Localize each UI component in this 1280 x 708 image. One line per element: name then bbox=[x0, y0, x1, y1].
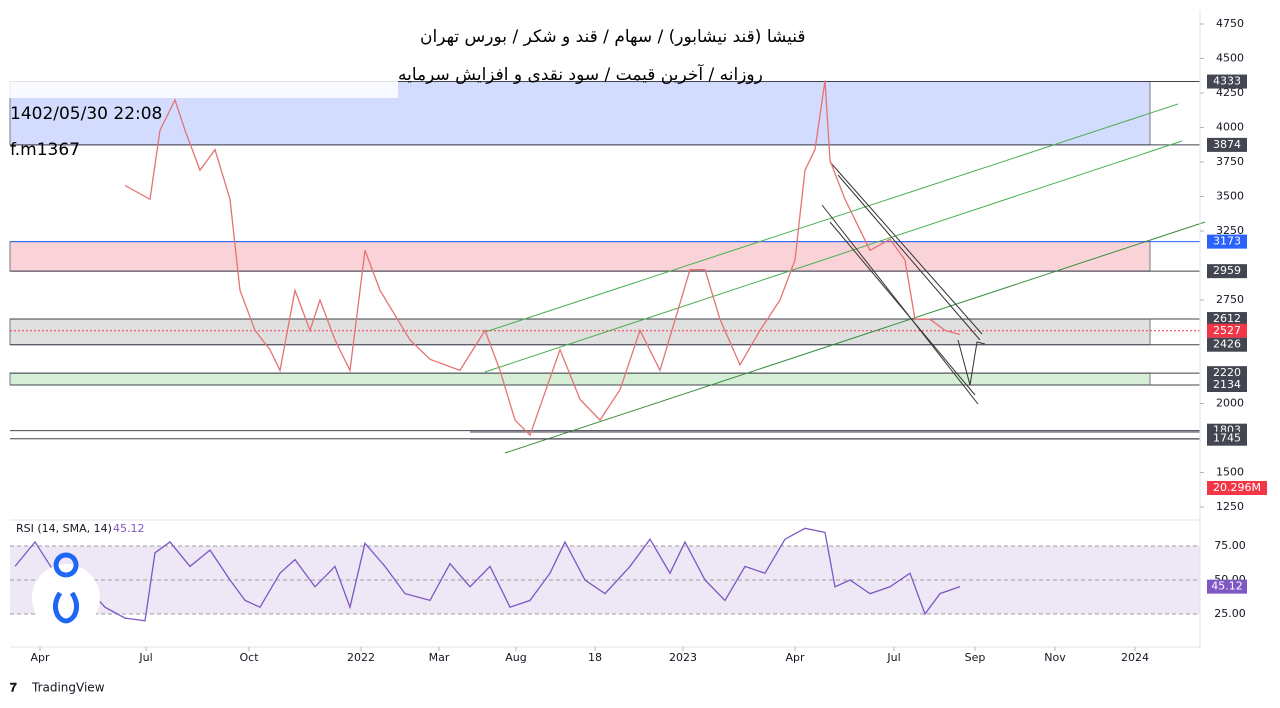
author: f.m1367 bbox=[10, 140, 80, 160]
level-label-bg bbox=[1207, 378, 1247, 393]
logo bbox=[52, 552, 80, 624]
zone bbox=[9, 372, 1151, 386]
level-label: 2220 bbox=[1213, 366, 1241, 379]
zone bbox=[9, 241, 1151, 272]
level-label: 3874 bbox=[1213, 138, 1241, 151]
y-tick-label: 1500 bbox=[1216, 466, 1244, 479]
y-tick-label: 2750 bbox=[1216, 293, 1244, 306]
rsi-title: RSI (14, SMA, 14) bbox=[16, 522, 112, 535]
y-tick-label: 3750 bbox=[1216, 155, 1244, 168]
y-tick-label: 2000 bbox=[1216, 397, 1244, 410]
level-label-bg bbox=[1207, 137, 1247, 152]
level-label: 3173 bbox=[1213, 235, 1241, 248]
x-tick-label: Jul bbox=[886, 651, 900, 664]
x-tick-label: Apr bbox=[785, 651, 805, 664]
x-tick-label: Aug bbox=[505, 651, 526, 664]
level-label: 2527 bbox=[1213, 324, 1241, 337]
y-tick-label: 4250 bbox=[1216, 86, 1244, 99]
logo-bg bbox=[32, 564, 100, 632]
y-tick-label: 1250 bbox=[1216, 500, 1244, 513]
rsi-last-label: 45.12 bbox=[1211, 580, 1243, 593]
level-label-bg bbox=[1207, 234, 1247, 249]
y-tick-label: 3500 bbox=[1216, 190, 1244, 203]
level-label-bg bbox=[1207, 337, 1247, 352]
level-label-bg bbox=[1207, 312, 1247, 327]
rsi-value: 45.12 bbox=[113, 522, 145, 535]
x-tick-label: Apr bbox=[30, 651, 50, 664]
series-line bbox=[124, 80, 961, 437]
x-tick-label: 2022 bbox=[347, 651, 375, 664]
brand-icon: 𝟕 bbox=[10, 681, 17, 695]
level-label-bg bbox=[1207, 366, 1247, 381]
rsi-tick-label: 75.00 bbox=[1214, 539, 1246, 552]
volume-label-bg bbox=[1207, 481, 1267, 495]
trend-lines bbox=[470, 103, 1206, 454]
level-label-bg bbox=[1207, 74, 1247, 89]
x-tick-label: 2023 bbox=[669, 651, 697, 664]
x-tick-label: Mar bbox=[429, 651, 450, 664]
level-label: 2959 bbox=[1213, 264, 1241, 277]
x-tick-label: Jul bbox=[138, 651, 152, 664]
level-label: 2612 bbox=[1213, 312, 1241, 325]
x-tick-label: Sep bbox=[965, 651, 986, 664]
y-tick-label: 4750 bbox=[1216, 17, 1244, 30]
level-label: 2426 bbox=[1213, 338, 1241, 351]
y-tick-label: 4000 bbox=[1216, 121, 1244, 134]
y-tick-label: 4500 bbox=[1216, 52, 1244, 65]
volume-label: 20.296M bbox=[1213, 481, 1261, 494]
series-line bbox=[14, 527, 961, 622]
x-tick-label: 18 bbox=[588, 651, 602, 664]
brand: TradingView bbox=[31, 681, 105, 695]
level-label-bg bbox=[1207, 264, 1247, 279]
level-label-bg bbox=[1207, 431, 1247, 446]
rsi-last-bg bbox=[1207, 579, 1247, 594]
subtitle: روزانه / آخرین قیمت / سود نقدی و افزایش … bbox=[398, 63, 763, 85]
title: قنیشا (قند نیشابور) / سهام / قند و شکر /… bbox=[420, 27, 806, 47]
level-label: 1745 bbox=[1213, 432, 1241, 445]
level-label: 2134 bbox=[1213, 378, 1241, 391]
x-tick-label: Nov bbox=[1044, 651, 1066, 664]
y-tick-label: 3250 bbox=[1216, 224, 1244, 237]
rsi-tick-label: 25.00 bbox=[1214, 607, 1246, 620]
level-label: 4333 bbox=[1213, 75, 1241, 88]
level-label-bg bbox=[1207, 323, 1247, 338]
date: 1402/05/30 22:08 bbox=[10, 104, 162, 124]
header-bg bbox=[8, 20, 398, 98]
x-tick-label: 2024 bbox=[1121, 651, 1149, 664]
x-tick-label: Oct bbox=[239, 651, 259, 664]
